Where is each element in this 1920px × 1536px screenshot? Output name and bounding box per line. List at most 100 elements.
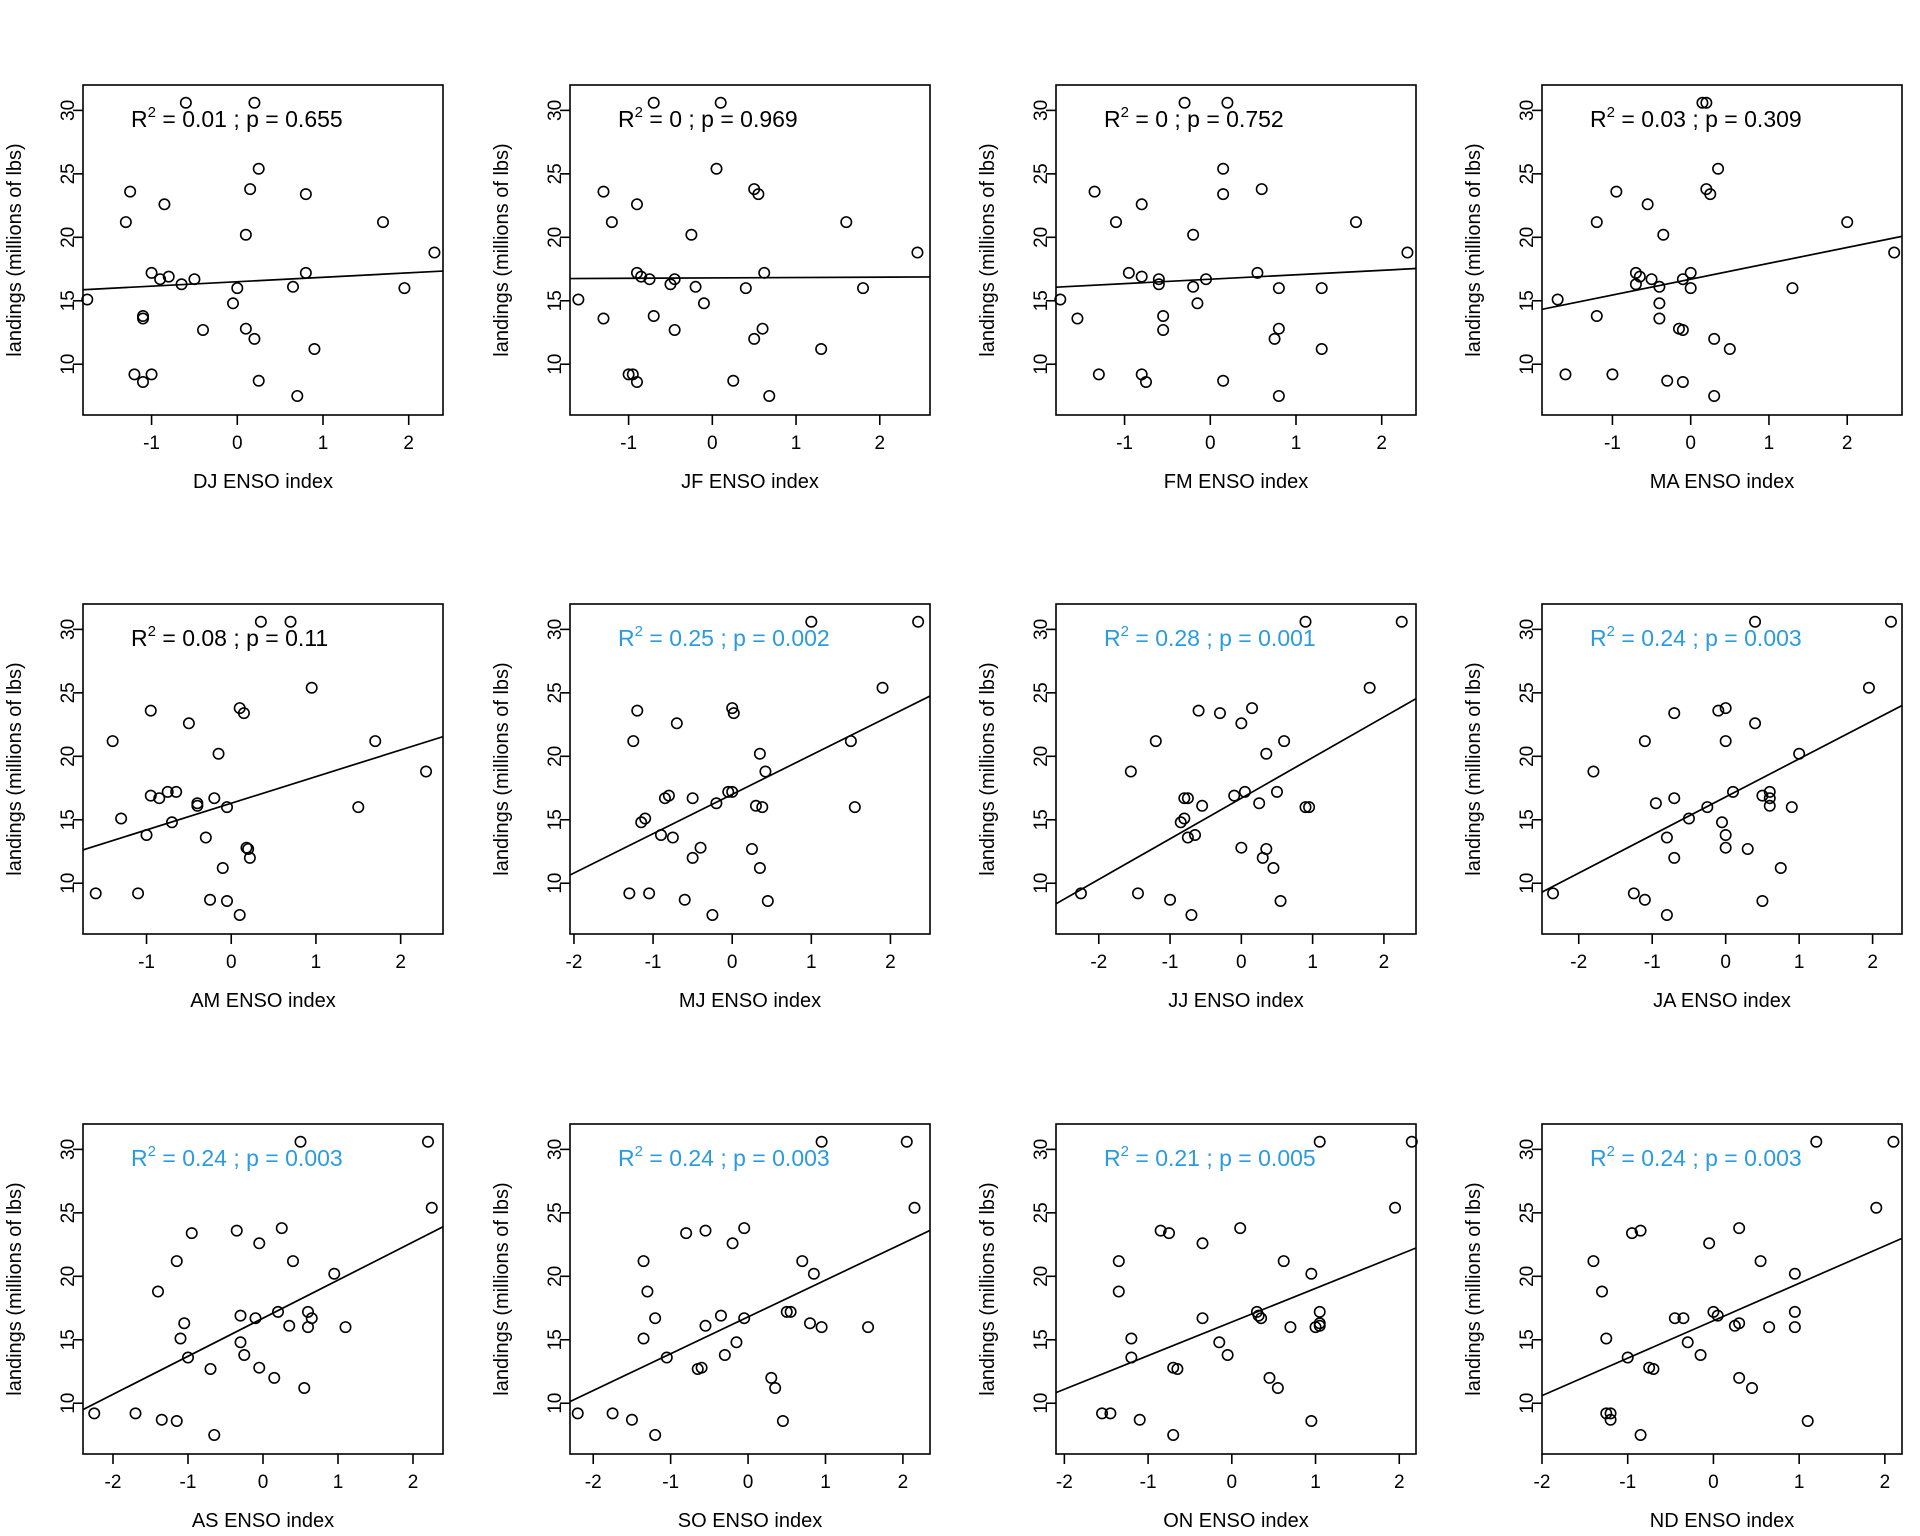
- data-point: [637, 1255, 650, 1268]
- data-point: [1746, 1382, 1759, 1395]
- data-point: [1841, 216, 1854, 229]
- data-point: [1590, 309, 1603, 322]
- regression-line: [1056, 697, 1416, 905]
- data-point: [253, 1361, 266, 1374]
- data-point: [1708, 332, 1721, 345]
- data-point: [1708, 389, 1721, 402]
- data-point: [1196, 1312, 1209, 1325]
- data-point: [694, 841, 707, 854]
- data-point: [421, 1135, 434, 1148]
- data-point: [1587, 1255, 1600, 1268]
- r2-value: 0.28: [1155, 625, 1200, 651]
- data-point: [1272, 322, 1285, 335]
- data-point: [155, 1413, 168, 1426]
- data-point: [1267, 861, 1280, 874]
- data-point: [1551, 293, 1564, 306]
- y-tick-label: 30: [1031, 1139, 1052, 1160]
- data-point: [1712, 704, 1725, 717]
- data-point: [1278, 735, 1291, 748]
- data-point: [1133, 1413, 1146, 1426]
- x-tick-label: 2: [395, 952, 406, 973]
- y-axis-label: landings (millions of lbs): [977, 1182, 999, 1395]
- x-tick-label: 1: [311, 952, 322, 973]
- regression-line: [1542, 704, 1902, 893]
- r2-value: 0.24: [182, 1145, 227, 1171]
- data-point: [738, 1222, 751, 1235]
- plot-frame: [569, 603, 931, 935]
- plot-frame: [82, 1123, 444, 1455]
- data-point: [1810, 1135, 1823, 1148]
- data-point: [1164, 893, 1177, 906]
- data-point: [631, 704, 644, 717]
- regression-line: [570, 276, 930, 280]
- stats-annotation: R2 = 0.24 ; p = 0.003: [131, 1143, 343, 1171]
- regression-line: [83, 1226, 443, 1411]
- data-point: [1719, 702, 1732, 715]
- data-point: [124, 185, 137, 198]
- data-point: [81, 293, 94, 306]
- x-tick-label: 0: [232, 433, 243, 454]
- data-point: [283, 1319, 296, 1332]
- data-point: [248, 332, 261, 345]
- data-point: [1700, 183, 1713, 196]
- x-tick-label: 1: [1307, 952, 1318, 973]
- scatter-panel: 10 15 20 25 30 -2 -1 0 1 2 AS ENSO index landings (…: [4, 1123, 444, 1532]
- data-point: [1140, 375, 1153, 388]
- data-point: [1626, 1227, 1639, 1240]
- y-tick-label: 30: [1517, 100, 1538, 121]
- data-point: [1054, 293, 1067, 306]
- data-point: [630, 375, 643, 388]
- data-point: [271, 1305, 284, 1318]
- data-point: [1405, 1135, 1418, 1148]
- y-tick-label: 25: [545, 163, 566, 184]
- data-point: [158, 198, 171, 211]
- data-point: [1727, 785, 1740, 798]
- data-point: [1167, 1428, 1180, 1441]
- data-point: [643, 887, 656, 900]
- data-point: [1638, 735, 1651, 748]
- data-point: [697, 297, 710, 310]
- data-point: [1701, 801, 1714, 814]
- data-point: [649, 1428, 662, 1441]
- data-point: [286, 280, 299, 293]
- data-point: [1251, 266, 1264, 279]
- data-point: [1270, 785, 1283, 798]
- y-tick-label: 25: [1031, 1202, 1052, 1223]
- data-point: [753, 747, 766, 760]
- data-point: [1643, 1361, 1656, 1374]
- data-point: [1610, 185, 1623, 198]
- x-tick-label: 2: [1376, 433, 1387, 454]
- data-point: [161, 785, 174, 798]
- data-point: [339, 1321, 352, 1334]
- data-point: [286, 1255, 299, 1268]
- data-point: [1590, 216, 1603, 229]
- x-axis-label: AS ENSO index: [192, 1510, 334, 1532]
- data-point: [1221, 96, 1234, 109]
- y-axis-label: landings (millions of lbs): [1463, 1182, 1485, 1395]
- data-point: [1268, 332, 1281, 345]
- data-point: [1135, 198, 1148, 211]
- r2-value: 0: [669, 106, 682, 132]
- x-tick-label: 0: [743, 1472, 754, 1493]
- x-tick-label: -1: [143, 433, 160, 454]
- y-tick-label: 30: [58, 619, 79, 640]
- data-point: [649, 1312, 662, 1325]
- data-point: [761, 894, 774, 907]
- data-point: [204, 1362, 217, 1375]
- data-point: [165, 816, 178, 829]
- data-point: [1653, 312, 1666, 325]
- data-point: [88, 1407, 101, 1420]
- plot-frame: [569, 84, 931, 416]
- data-point: [726, 702, 739, 715]
- data-point: [1246, 702, 1259, 715]
- data-point: [221, 894, 234, 907]
- x-tick-label: -2: [1090, 952, 1107, 973]
- data-point: [1660, 831, 1673, 844]
- p-value: 0.001: [1258, 625, 1316, 651]
- x-tick-label: -2: [566, 952, 583, 973]
- data-point: [1124, 765, 1137, 778]
- data-point: [1661, 374, 1674, 387]
- data-point: [1547, 887, 1560, 900]
- data-point: [710, 162, 723, 175]
- data-point: [162, 270, 175, 283]
